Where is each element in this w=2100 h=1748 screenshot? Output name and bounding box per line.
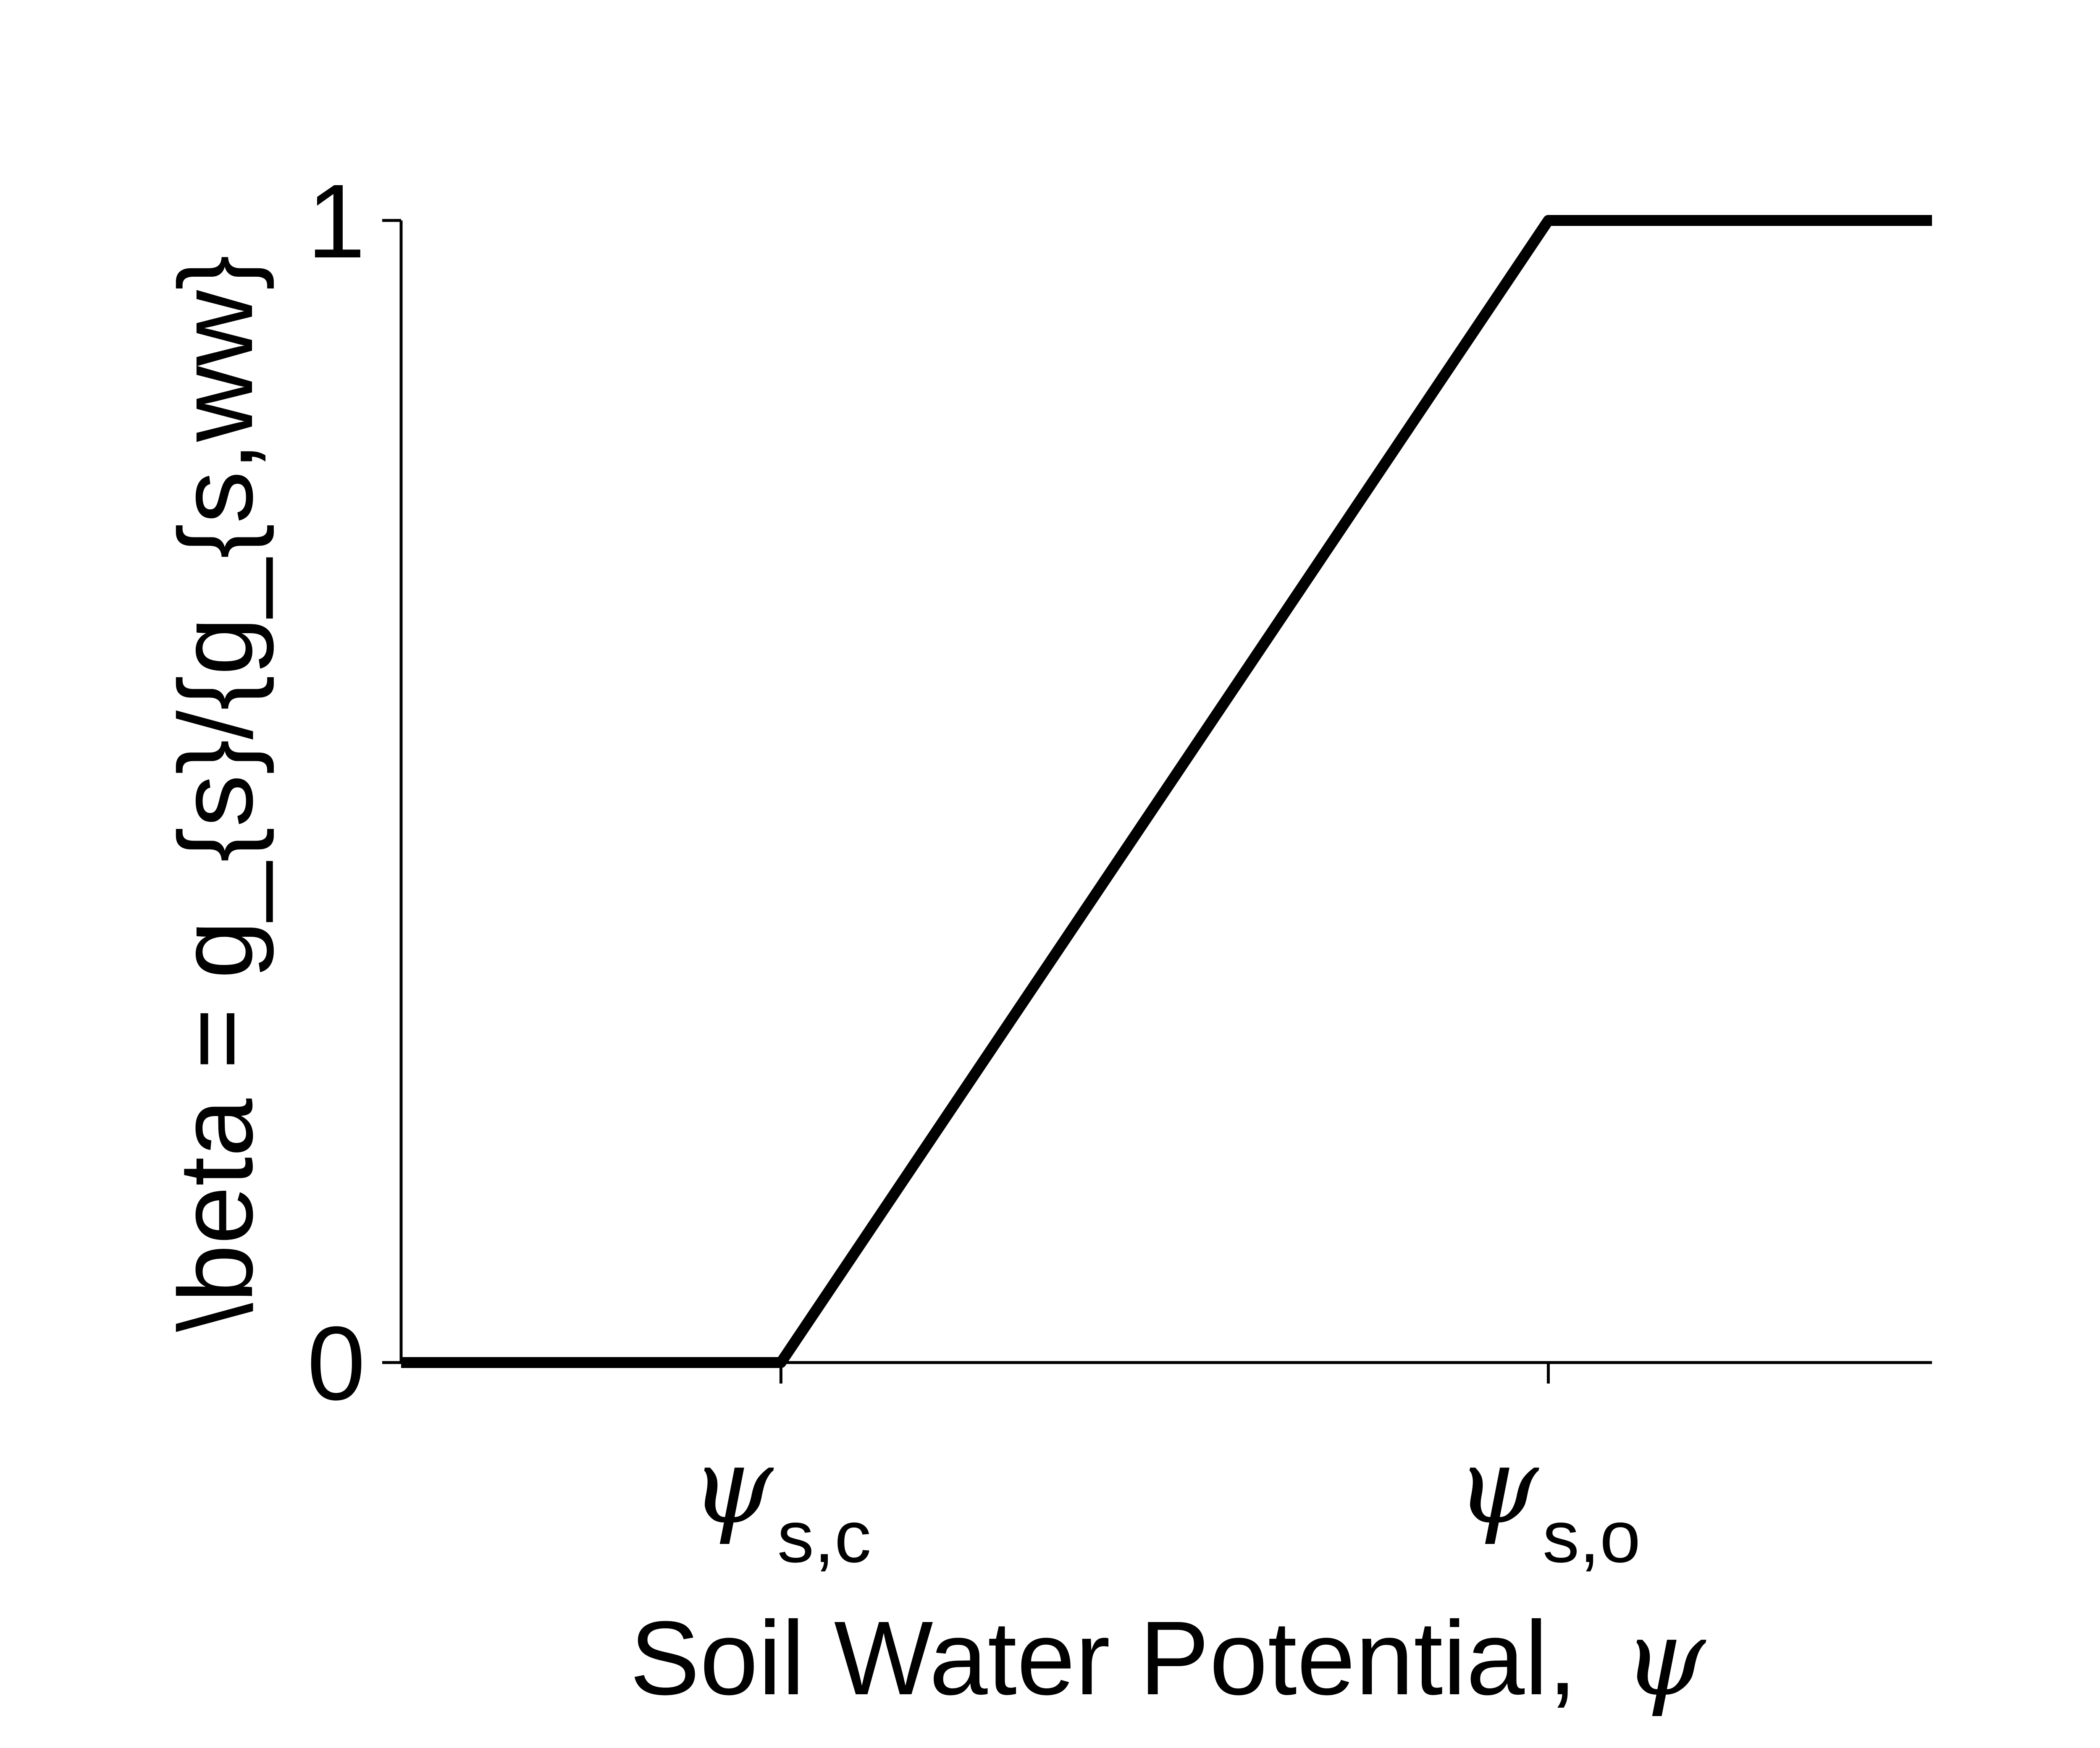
series-line-0 xyxy=(401,215,1932,1368)
x-tick-subscript-1: s,o xyxy=(1543,1496,1641,1578)
x-tick-symbol-1: ψ xyxy=(1456,1425,1539,1547)
y-ticks: 01 xyxy=(307,162,401,1422)
x-tick-label-0: ψs,c xyxy=(691,1425,872,1578)
x-tick-symbol-0: ψ xyxy=(691,1425,774,1547)
x-ticks: ψs,c ψs,o xyxy=(691,1363,1641,1578)
y-axis-label: \beta = g_{s}/{g_{s,ww} xyxy=(157,255,274,1332)
y-tick-label-1: 1 xyxy=(307,162,365,280)
x-tick-label-1: ψs,o xyxy=(1456,1425,1641,1578)
x-axis-label-symbol: ψ xyxy=(1623,1597,1706,1719)
y-tick-label-0: 0 xyxy=(307,1305,365,1422)
series-layer xyxy=(401,215,1932,1368)
x-axis-label-text: Soil Water Potential, xyxy=(630,1599,1577,1717)
x-axis-label: Soil Water Potential, ψ xyxy=(630,1597,1706,1719)
x-tick-subscript-0: s,c xyxy=(777,1496,872,1578)
